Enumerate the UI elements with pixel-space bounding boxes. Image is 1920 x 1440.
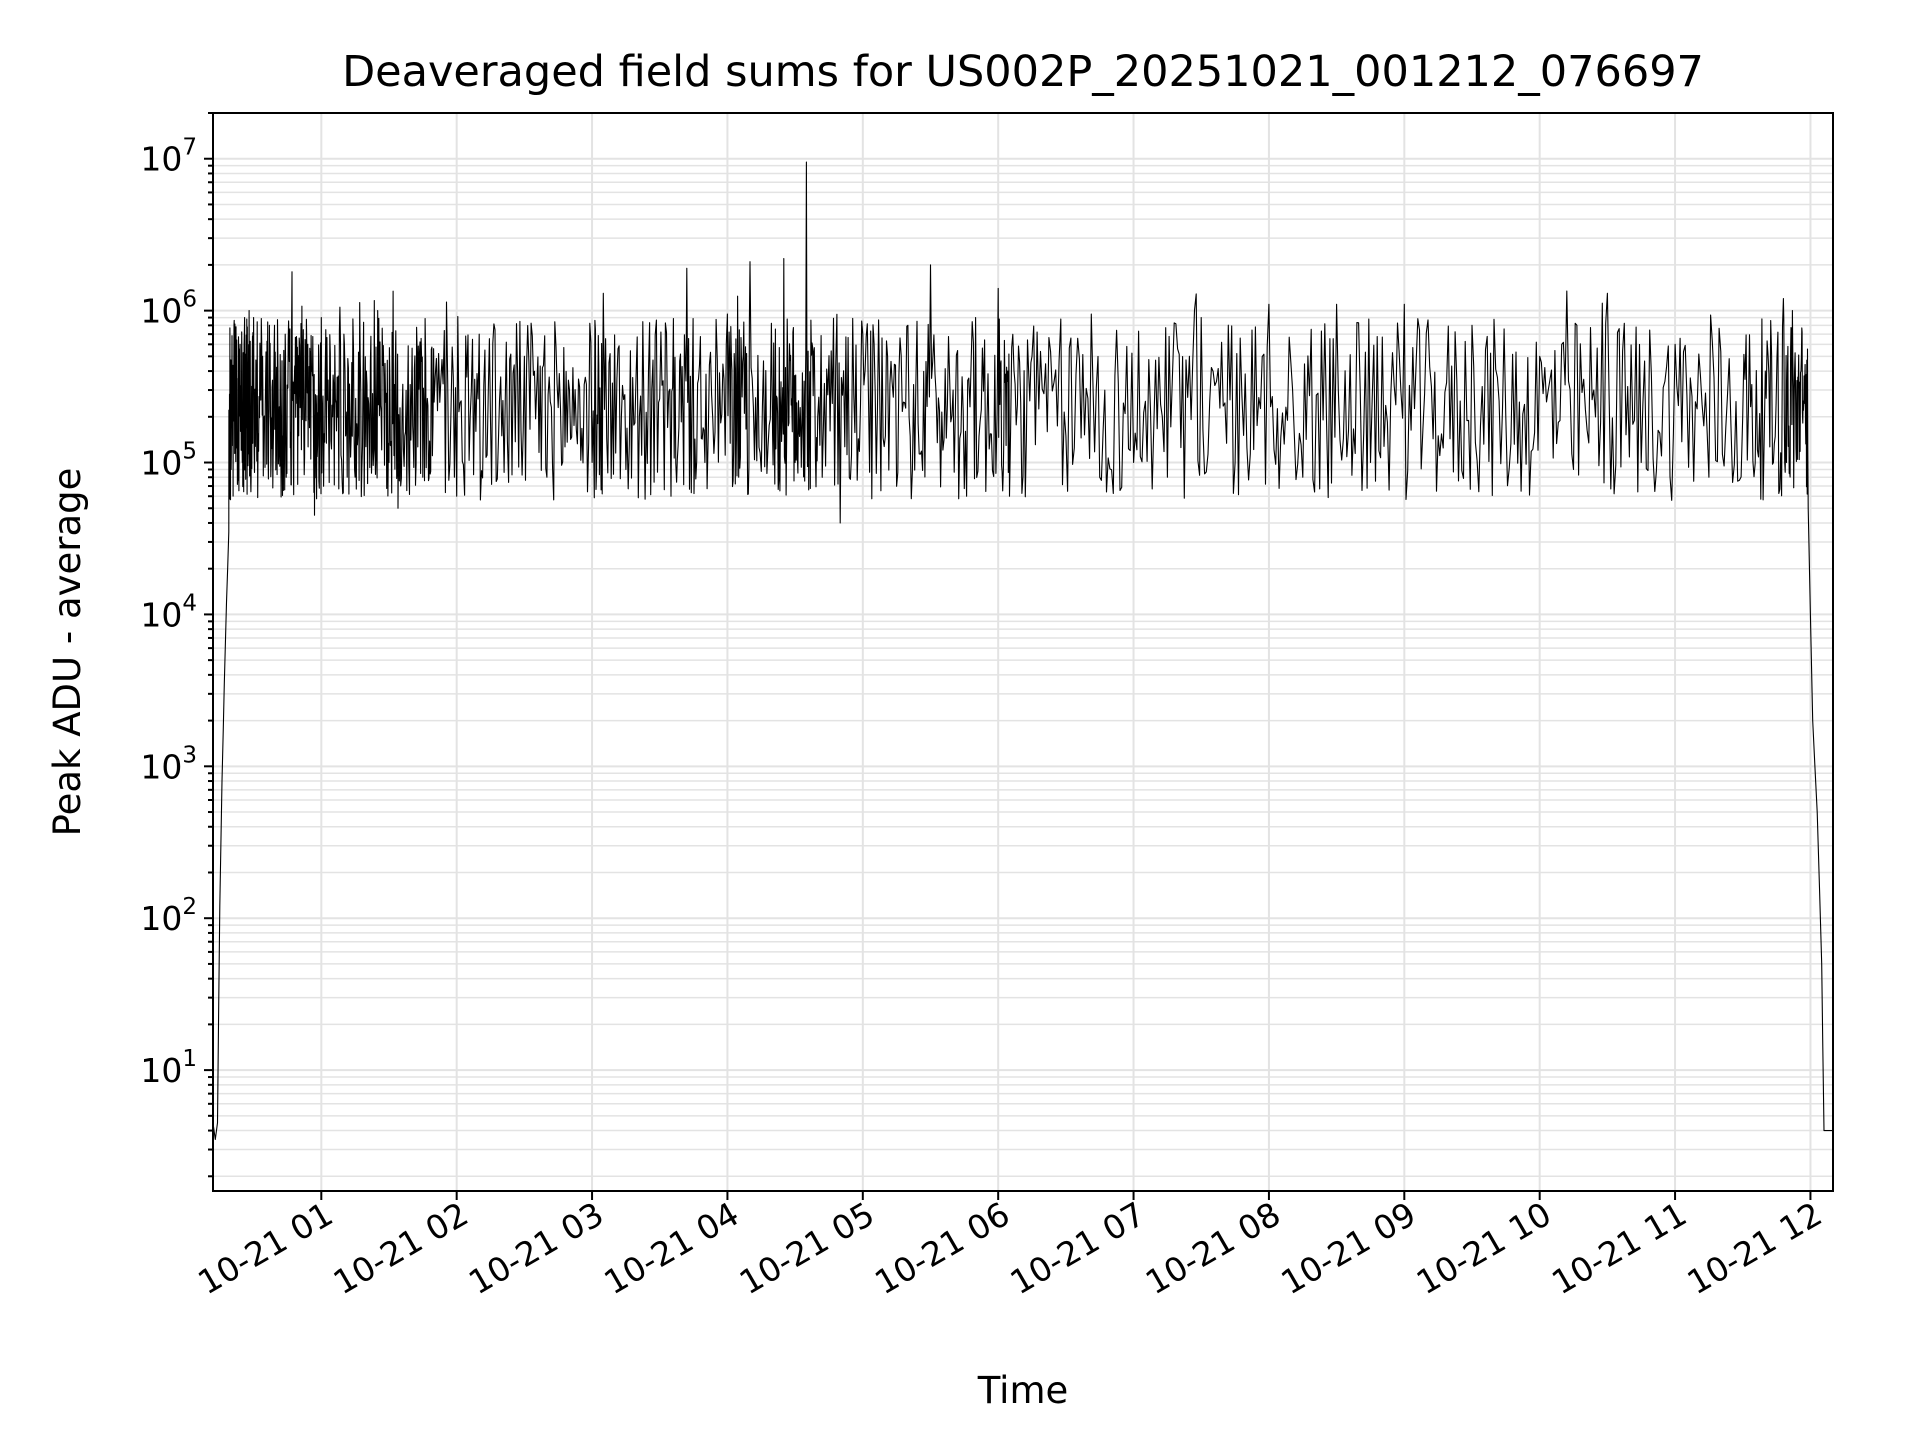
x-tick-label: 10-21 01	[191, 1194, 339, 1302]
series-layer	[212, 161, 1833, 1140]
y-axis-label: Peak ADU - average	[46, 468, 89, 837]
x-tick-label: 10-21 07	[1004, 1194, 1152, 1302]
y-tick-exponent: 7	[182, 135, 197, 161]
x-tick-label: 10-21 05	[733, 1194, 881, 1302]
x-tick-label: 10-21 08	[1139, 1194, 1287, 1302]
y-tick-base: 10	[140, 747, 182, 786]
axes-frame	[212, 112, 1834, 1192]
y-tick-label: 104	[140, 590, 197, 634]
y-tick-label: 105	[140, 439, 197, 483]
x-tick-label: 10-21 04	[597, 1194, 745, 1302]
y-tick-base: 10	[140, 899, 182, 938]
x-tick-label: 10-21 11	[1545, 1194, 1693, 1302]
y-tick-label: 107	[140, 135, 197, 179]
x-tick-label: 10-21 03	[462, 1194, 610, 1302]
y-tick-exponent: 2	[182, 894, 197, 920]
chart-title: Deaveraged field sums for US002P_2025102…	[342, 47, 1704, 97]
x-tick-label: 10-21 10	[1410, 1194, 1558, 1302]
y-tick-exponent: 5	[182, 439, 197, 465]
grid	[213, 112, 1833, 1191]
x-tick-label: 10-21 12	[1680, 1194, 1828, 1302]
series-line-0	[212, 161, 1833, 1140]
y-tick-exponent: 3	[182, 742, 197, 768]
y-tick-label: 101	[140, 1046, 197, 1090]
y-tick-base: 10	[140, 595, 182, 634]
y-tick-base: 10	[140, 444, 182, 483]
y-tick-base: 10	[140, 292, 182, 331]
y-tick-exponent: 4	[182, 590, 197, 616]
y-tick-exponent: 1	[182, 1046, 197, 1072]
y-tick-label: 102	[140, 894, 197, 938]
y-tick-base: 10	[140, 1051, 182, 1090]
y-tick-label: 103	[140, 742, 197, 786]
y-tick-exponent: 6	[182, 287, 197, 313]
x-axis-label: Time	[977, 1369, 1069, 1412]
x-tick-label: 10-21 09	[1274, 1194, 1422, 1302]
x-tick-label: 10-21 06	[868, 1194, 1016, 1302]
y-tick-base: 10	[140, 140, 182, 179]
y-tick-label: 106	[140, 287, 197, 331]
x-tick-label: 10-21 02	[327, 1194, 475, 1302]
